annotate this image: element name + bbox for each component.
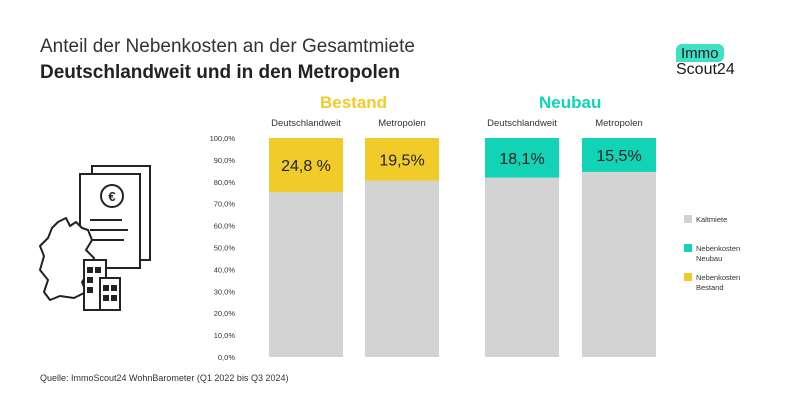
- category-label: Deutschlandweit: [487, 118, 557, 129]
- group-label-neubau: Neubau: [539, 93, 602, 112]
- y-tick-label: 10,0%: [214, 331, 236, 340]
- legend-label: Nebenkosten Neubau: [696, 244, 741, 263]
- illustration: €: [39, 165, 151, 311]
- legend-label: Kaltmiete: [696, 215, 728, 224]
- legend-swatch: [684, 244, 692, 252]
- y-tick-label: 90,0%: [214, 156, 236, 165]
- category-label: Deutschlandweit: [271, 118, 341, 129]
- legend-item-nebenkosten-neubau: Nebenkosten Neubau: [684, 244, 766, 264]
- category-label: Metropolen: [378, 118, 426, 129]
- y-tick-label: 100,0%: [210, 134, 236, 143]
- y-tick-label: 70,0%: [214, 200, 236, 209]
- bar-segment: [485, 177, 559, 357]
- bar-segment: [269, 138, 343, 193]
- y-tick-label: 80,0%: [214, 178, 236, 187]
- buildings-icon: [83, 259, 121, 311]
- bar-segment: [582, 171, 656, 357]
- logo-text-bottom: Scout24: [676, 61, 735, 78]
- legend-item-kaltmiete: Kaltmiete: [684, 215, 727, 225]
- data-label: 15,5%: [596, 148, 641, 165]
- legend-item-nebenkosten-bestand: Nebenkosten Bestand: [684, 273, 766, 293]
- legend-label: Nebenkosten Bestand: [696, 273, 741, 292]
- legend-swatch: [684, 215, 692, 223]
- y-tick-label: 50,0%: [214, 244, 236, 253]
- data-label: 18,1%: [499, 151, 544, 168]
- page-title: Anteil der Nebenkosten an der Gesamtmiet…: [40, 36, 415, 57]
- data-label: 24,8 %: [281, 158, 331, 175]
- category-label: Metropolen: [595, 118, 643, 129]
- bar-segment: [485, 138, 559, 178]
- y-tick-label: 0,0%: [218, 353, 235, 362]
- data-label: 19,5%: [379, 152, 424, 169]
- y-tick-label: 40,0%: [214, 265, 236, 274]
- group-label-bestand: Bestand: [320, 93, 388, 112]
- source-note: Quelle: ImmoScout24 WohnBarometer (Q1 20…: [40, 373, 289, 383]
- y-tick-label: 30,0%: [214, 287, 236, 296]
- page-subtitle: Deutschlandweit und in den Metropolen: [40, 62, 400, 83]
- bar-segment: [269, 192, 343, 357]
- bar-segment: [365, 138, 439, 181]
- bar-segment: [582, 138, 656, 172]
- immoscout24-logo: Immo Scout24: [676, 44, 735, 79]
- svg-text:€: €: [108, 189, 115, 204]
- logo-text-top: Immo: [676, 44, 724, 62]
- y-tick-label: 60,0%: [214, 222, 236, 231]
- legend-swatch: [684, 273, 692, 281]
- y-tick-label: 20,0%: [214, 309, 236, 318]
- bar-segment: [365, 180, 439, 357]
